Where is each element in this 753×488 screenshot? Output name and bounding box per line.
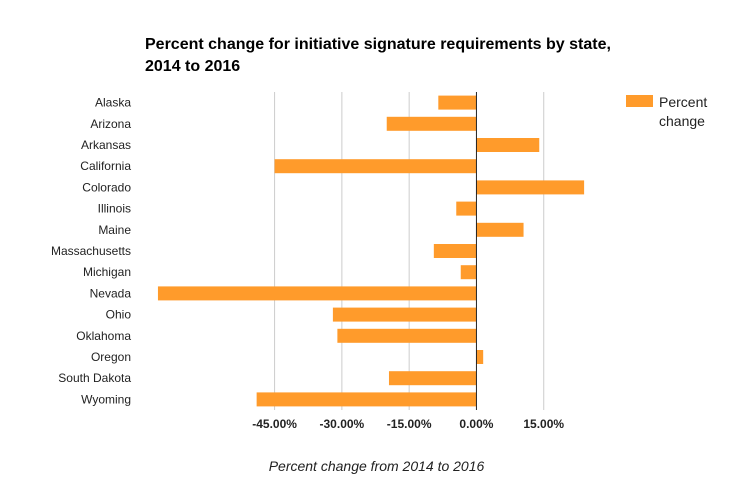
x-tick-label: -15.00% (387, 417, 432, 431)
y-category-label: Michigan (83, 265, 131, 279)
bar (476, 350, 484, 364)
y-category-label: Arkansas (81, 138, 131, 152)
bar (388, 371, 477, 386)
x-tick-label: 0.00% (459, 417, 493, 431)
bar (386, 116, 477, 131)
y-category-label: South Dakota (58, 371, 131, 385)
y-category-label: Ohio (106, 308, 132, 322)
y-category-label: Nevada (90, 286, 132, 300)
y-category-label: California (80, 159, 131, 173)
chart-title: Percent change for initiative signature … (145, 34, 665, 78)
bar (456, 201, 477, 216)
bar (476, 222, 524, 237)
y-category-label: Arizona (90, 117, 131, 131)
bar (337, 328, 477, 343)
bar (157, 286, 477, 301)
y-category-label: Maine (98, 223, 131, 237)
bar (433, 244, 477, 258)
y-category-label: Illinois (98, 202, 131, 216)
y-category-label: Colorado (82, 180, 131, 194)
bar (438, 95, 477, 110)
y-category-label: Oklahoma (76, 329, 131, 343)
x-axis-title: Percent change from 2014 to 2016 (268, 458, 485, 474)
x-tick-label: 15.00% (523, 417, 564, 431)
bar (460, 265, 477, 280)
bar (476, 138, 540, 152)
y-category-label: Oregon (91, 350, 131, 364)
chart-title-line-2: 2014 to 2016 (145, 58, 241, 75)
bar (476, 180, 585, 195)
x-tick-label: -30.00% (320, 417, 365, 431)
legend-swatch (626, 95, 653, 107)
bar (332, 307, 477, 322)
chart-title-line-1: Percent change for initiative signature … (145, 36, 611, 53)
bar (256, 392, 477, 407)
y-category-label: Wyoming (81, 392, 131, 406)
legend-label: Percent change (659, 94, 708, 129)
y-category-label: Massachusetts (51, 244, 131, 258)
x-tick-label: -45.00% (252, 417, 297, 431)
y-category-label: Alaska (95, 96, 131, 110)
bar (274, 159, 477, 174)
